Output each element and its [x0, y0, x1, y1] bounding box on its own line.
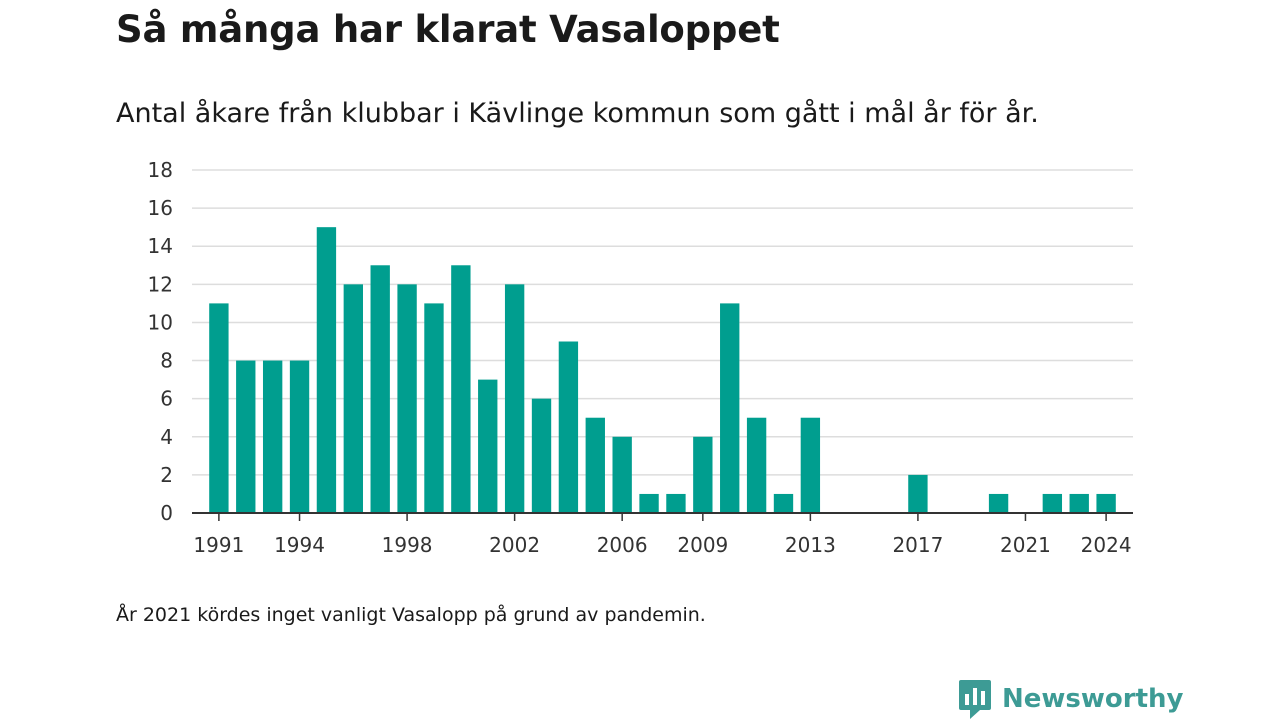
- bar-1994: [289, 360, 310, 513]
- x-tick-label: 2013: [785, 533, 836, 557]
- x-tick-label: 2024: [1081, 533, 1132, 557]
- chart-title: Så många har klarat Vasaloppet: [116, 8, 780, 51]
- x-tick-label: 2009: [677, 533, 728, 557]
- bar-2004: [558, 341, 579, 513]
- x-tick-label: 2002: [489, 533, 540, 557]
- bar-2002: [504, 284, 525, 513]
- bar-2006: [612, 436, 632, 513]
- bar-1997: [370, 265, 390, 513]
- y-tick-label: 4: [160, 425, 173, 449]
- x-tick-label: 1991: [193, 533, 244, 557]
- bar-2011: [746, 417, 767, 513]
- y-tick-label: 8: [160, 349, 173, 373]
- bar-1993: [262, 360, 283, 513]
- bar-1992: [236, 360, 256, 513]
- axes: 0 2 4 6 8 10 12 14 16 18 1991 1994 1998 2002 2006 2009 2…: [148, 158, 1133, 557]
- bar-1991: [209, 303, 229, 513]
- newsworthy-logo: Newsworthy: [958, 678, 1183, 720]
- y-tick-label: 6: [160, 387, 173, 411]
- y-tick-label: 16: [148, 196, 173, 220]
- bar-2010: [720, 303, 740, 513]
- bar-chart: 0 2 4 6 8 10 12 14 16 18 1991 1994 1998 2002 2006 2009 2…: [148, 158, 1133, 557]
- bar-2003: [531, 398, 552, 513]
- bar-2017: [908, 474, 928, 513]
- bar-2001: [478, 379, 498, 513]
- y-tick-label: 2: [160, 463, 173, 487]
- x-tick-label: 1994: [274, 533, 325, 557]
- bar-1998: [397, 284, 417, 513]
- brand-name: Newsworthy: [1002, 684, 1184, 714]
- bar-2013: [800, 417, 821, 513]
- bar-chart-speech-bubble-icon: [959, 680, 991, 719]
- bar-1996: [343, 284, 363, 513]
- x-tick-label: 2021: [1000, 533, 1051, 557]
- bar-2012: [773, 493, 794, 513]
- bar-2020: [988, 493, 1009, 513]
- bar-2007: [639, 493, 659, 513]
- x-tick-label: 2017: [892, 533, 943, 557]
- footnote: År 2021 kördes inget vanligt Vasalopp på…: [116, 604, 706, 626]
- bar-2009: [693, 436, 713, 513]
- bar-2023: [1069, 493, 1089, 513]
- bar-2024: [1096, 493, 1116, 513]
- y-tick-label: 10: [148, 310, 173, 334]
- bar-1999: [424, 303, 444, 513]
- bar-2008: [666, 493, 686, 513]
- bar-1995: [316, 227, 337, 513]
- x-tick-label: 2006: [597, 533, 648, 557]
- y-tick-label: 0: [160, 501, 173, 525]
- bar-2005: [585, 417, 605, 513]
- y-tick-label: 14: [148, 234, 173, 258]
- bar-2000: [451, 265, 471, 513]
- y-tick-label: 12: [148, 272, 173, 296]
- bar-2022: [1042, 493, 1063, 513]
- y-tick-label: 18: [148, 158, 173, 182]
- chart-subtitle: Antal åkare från klubbar i Kävlinge komm…: [116, 98, 1039, 129]
- bars: [209, 227, 1116, 513]
- x-tick-label: 1998: [382, 533, 433, 557]
